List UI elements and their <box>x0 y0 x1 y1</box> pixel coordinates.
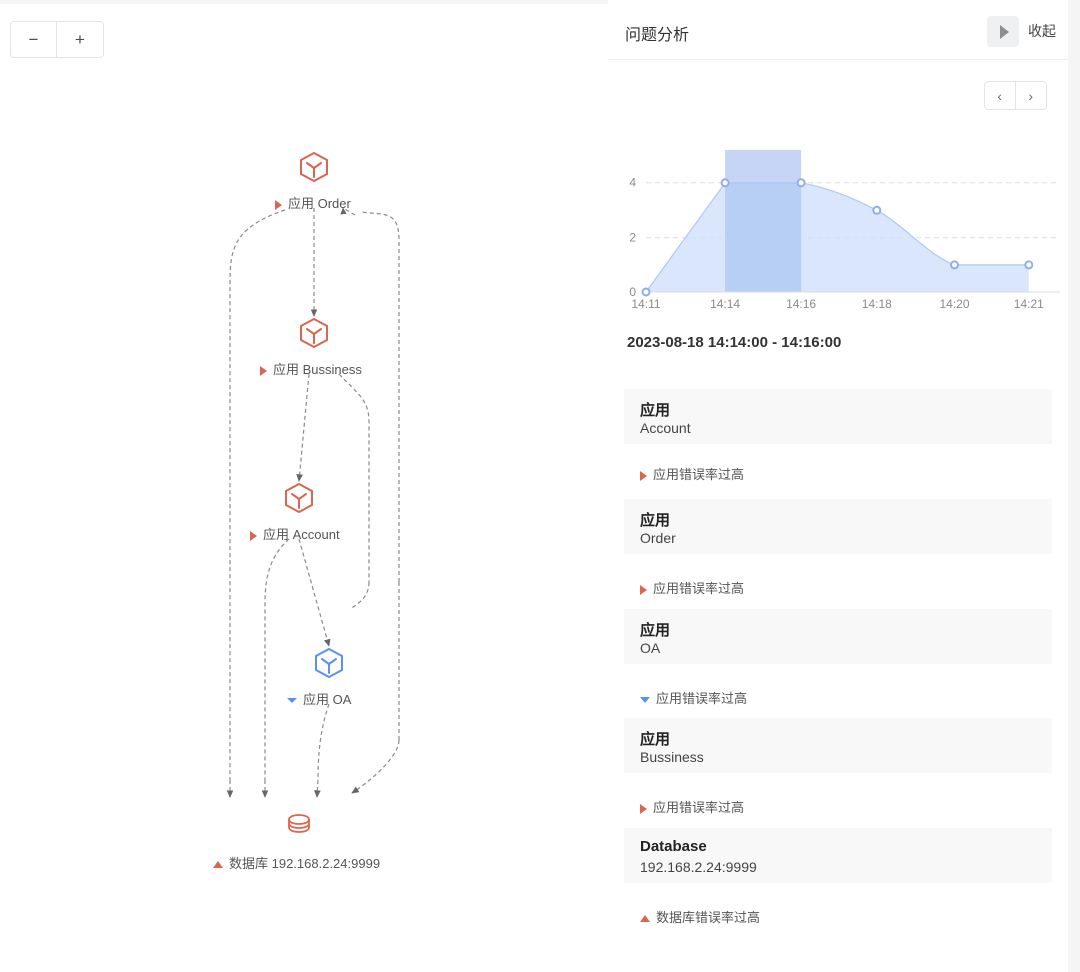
svg-text:4: 4 <box>629 176 636 190</box>
svg-text:14:14: 14:14 <box>710 297 740 310</box>
svg-text:14:20: 14:20 <box>939 297 969 310</box>
svg-text:14:11: 14:11 <box>631 297 660 310</box>
svg-text:14:16: 14:16 <box>786 297 816 310</box>
svg-text:2: 2 <box>629 231 636 245</box>
svg-text:14:21: 14:21 <box>1014 297 1044 310</box>
svg-text:14:18: 14:18 <box>862 297 892 310</box>
